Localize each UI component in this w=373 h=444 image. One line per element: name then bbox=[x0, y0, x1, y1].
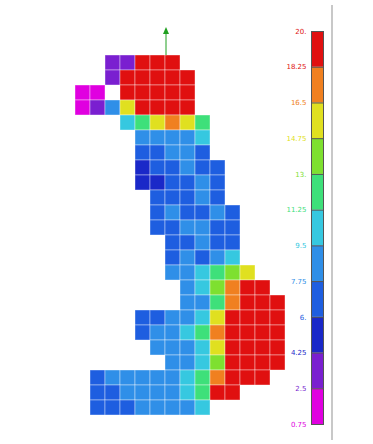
svg-text:7.75: 7.75 bbox=[291, 278, 307, 286]
svg-text:2.5: 2.5 bbox=[295, 385, 306, 393]
svg-text:4.25: 4.25 bbox=[291, 349, 307, 357]
svg-text:18.25: 18.25 bbox=[286, 63, 306, 71]
svg-text:9.5: 9.5 bbox=[295, 242, 306, 250]
svg-text:16.5: 16.5 bbox=[291, 99, 307, 107]
svg-text:11.25: 11.25 bbox=[286, 206, 306, 214]
svg-text:14.75: 14.75 bbox=[286, 135, 306, 143]
svg-text:0.75: 0.75 bbox=[291, 421, 307, 429]
svg-text:13.: 13. bbox=[295, 171, 306, 179]
svg-text:6.: 6. bbox=[300, 314, 307, 322]
svg-text:20.: 20. bbox=[295, 28, 306, 36]
